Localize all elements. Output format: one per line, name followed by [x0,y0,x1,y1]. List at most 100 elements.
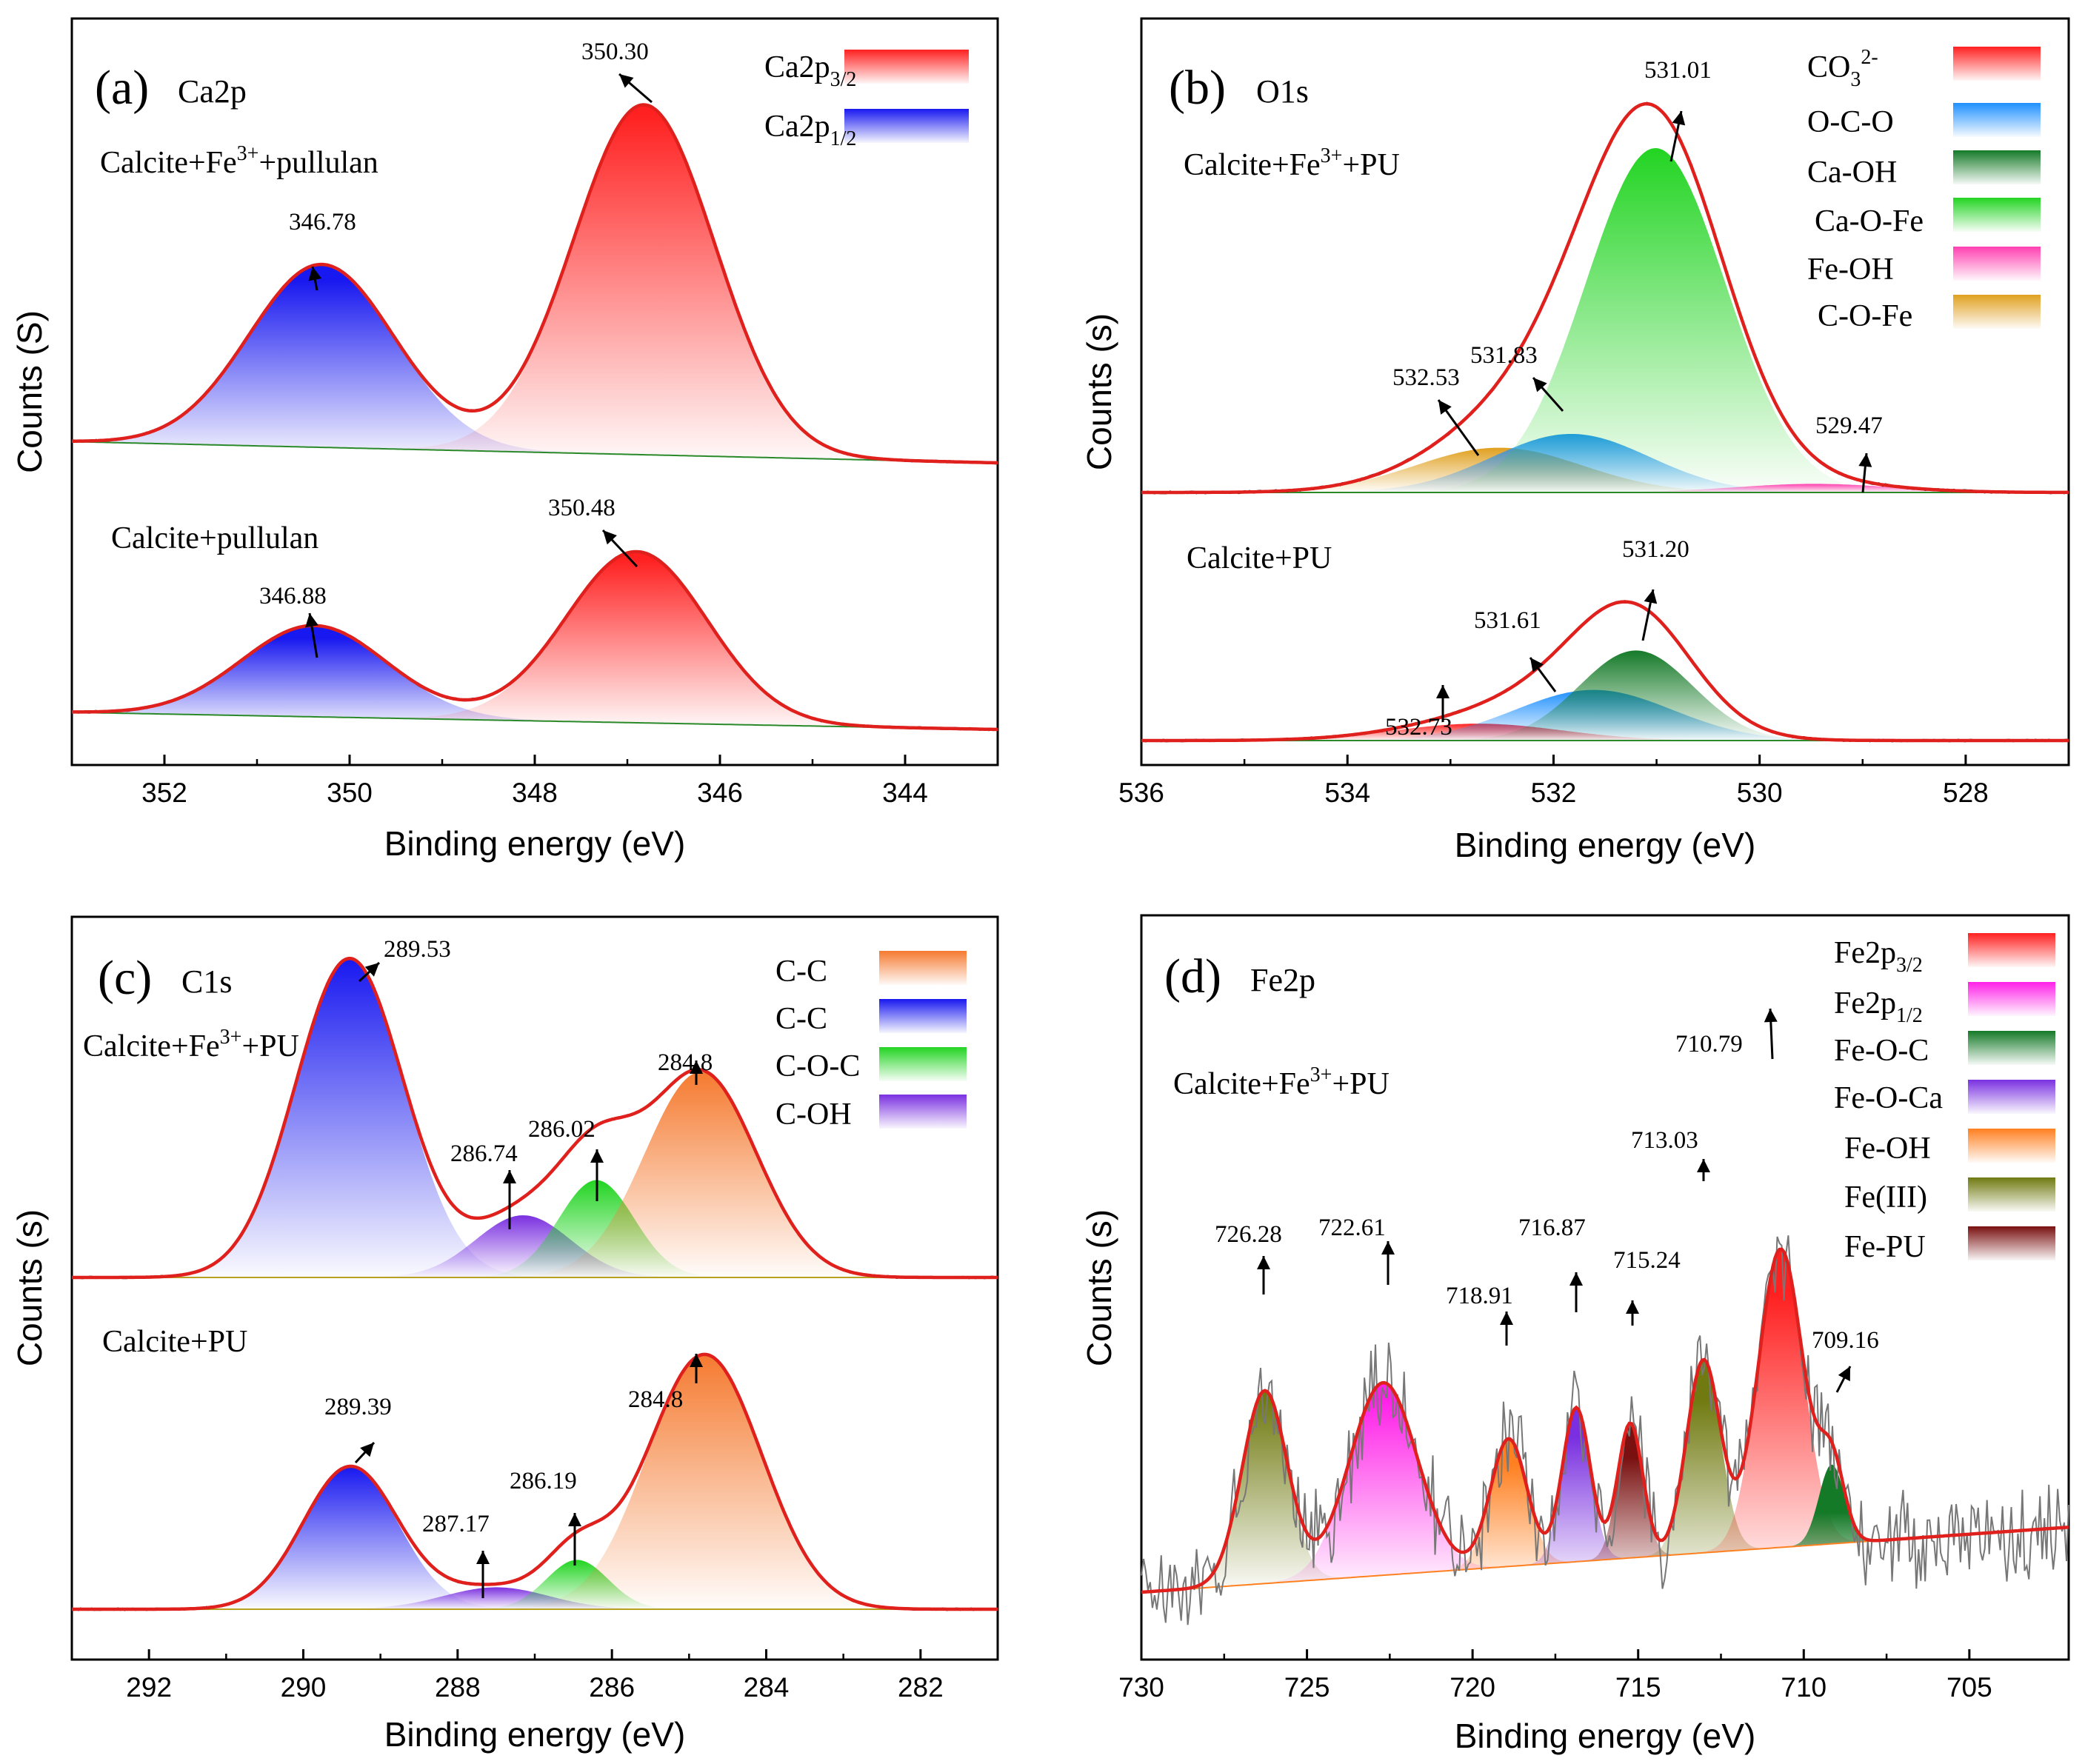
x-tick-label: 720 [1450,1672,1495,1703]
panel-b: 532.53 531.83 531.01 529.47 532.73 531.61 531.… [1080,17,2070,864]
panel-c-x-title: Binding energy (eV) [384,1715,686,1754]
x-tick-label: 290 [281,1672,327,1703]
legend-swatch-feoc [1968,1031,2055,1065]
legend-swatch-coh [879,1095,967,1129]
x-tick-label: 292 [126,1672,172,1703]
panel-a-sample-2-label: Calcite+pullulan [111,521,318,555]
fit-envelope-line [1141,101,2069,495]
x-tick-label: 715 [1615,1672,1661,1703]
peak-arrow-head [1626,1300,1639,1314]
panel-c-legend: C-C C-C C-O-C C-OH [775,951,967,1132]
spectrum: 532.53 531.83 531.01 529.47 [1141,57,2069,495]
peak-fe2p1-2 [1141,1383,2069,1592]
peak-fe-pu [1141,1423,2069,1592]
panel-d-letter: (d) [1164,949,1221,1003]
peak-co3-2- [1141,724,2069,741]
x-tick-label: 284 [744,1672,790,1703]
peak-arrow-head [364,963,379,977]
panel-a-element: Ca2p [178,73,247,110]
panel-c-sample-2-label: Calcite+PU [102,1325,247,1359]
peak-value-label: 710.79 [1675,1031,1743,1058]
peak-value-label: 289.39 [324,1394,392,1420]
peak-arrow-head [1697,1159,1710,1172]
panel-a-letter: (a) [95,61,149,115]
legend-label-caofe: Ca-O-Fe [1815,204,1924,238]
legend-label-caoh: Ca-OH [1807,156,1897,190]
legend-swatch-fepu [1968,1226,2055,1260]
panel-c-sample-1-label: Calcite+Fe3++PU [83,1026,299,1063]
peak-arrow-head [360,1443,374,1457]
legend-label-cc-orange: C-C [775,955,827,989]
peak-fe-iii- [1141,1391,2069,1592]
legend-label-fepu: Fe-PU [1844,1230,1926,1264]
spectrum: 289.53 286.74 286.02 284.8 [71,936,998,1280]
peak-value-label: 350.48 [548,495,616,521]
x-tick-label: 346 [697,778,743,808]
panel-d-x-title: Binding energy (eV) [1455,1717,1756,1755]
legend-label-feoh: Fe-OH [1807,253,1894,287]
peak-c-c-blue- [72,1466,998,1609]
peak-arrow-head [590,1149,604,1163]
legend-swatch-caoh [1953,150,2041,184]
legend-swatch-oco [1953,103,2041,137]
spectrum: 346.88 350.48 [71,495,998,732]
peak-arrow-head [305,613,318,628]
x-tick-label: 344 [882,778,928,808]
peak-value-label: 531.61 [1474,607,1541,634]
panel-b-sample-2-label: Calcite+PU [1187,541,1332,575]
legend-label-ca2p12: Ca2p1/2 [764,110,856,150]
peak-c-o-c [72,1560,998,1609]
peak-value-label: 531.83 [1470,342,1538,369]
x-tick-label: 352 [141,778,187,808]
peak-value-label: 716.87 [1518,1215,1586,1241]
peak-c-oh [72,1215,998,1277]
panel-c-element: C1s [181,963,232,1000]
peak-value-label: 531.01 [1644,57,1712,84]
peak-value-label: 713.03 [1631,1127,1698,1154]
peak-arrow-head [603,530,617,545]
peak-fe-o-c [1141,1464,2069,1592]
panel-d-legend: Fe2p3/2 Fe2p1/2 Fe-O-C Fe-O-Ca Fe-OH Fe(… [1834,933,2055,1264]
peak-arrow-head [476,1551,490,1564]
fit-envelope-line [72,956,998,1280]
fit-envelope-line [1141,1247,2069,1594]
spectrum: 726.28 722.61 718.91 716.87 715.24 713.03 710.… [1141,1008,2069,1626]
legend-swatch-cc-blue [879,999,967,1033]
peak-arrow-head [690,1060,703,1074]
peak-value-label: 709.16 [1812,1327,1879,1354]
x-tick-label: 532 [1531,778,1577,808]
peak-value-label: 532.73 [1385,714,1452,741]
legend-swatch-feoca [1968,1080,2055,1114]
panel-b-plot: 532.53 531.83 531.01 529.47 532.73 531.61 531.… [1141,57,2069,743]
legend-label-coc: C-O-C [775,1049,860,1083]
x-tick-label: 534 [1324,778,1370,808]
peak-ca2p3-2 [72,552,998,729]
peak-arrow-head [1257,1256,1270,1269]
peak-arrow-head [503,1170,516,1183]
legend-swatch-ca2p32 [844,50,969,84]
legend-label-fe2p12: Fe2p1/2 [1834,986,1923,1027]
panel-b-legend: CO32- O-C-O Ca-OH Ca-O-Fe Fe-OH C-O-Fe [1807,46,2041,333]
peak-arrow-head [568,1513,581,1526]
legend-swatch-cc-orange [879,951,967,985]
x-tick-label: 710 [1781,1672,1827,1703]
x-tick-label: 288 [435,1672,481,1703]
legend-label-feoh-d: Fe-OH [1844,1132,1931,1166]
legend-label-cc-blue: C-C [775,1002,827,1036]
legend-swatch-fe2p32 [1968,933,2055,967]
panel-d-plot: 726.28 722.61 718.91 716.87 715.24 713.03 710.… [1141,1008,2069,1626]
panel-b-letter: (b) [1169,61,1226,115]
panel-a-sample-1-label: Calcite+Fe3++pullulan [100,142,378,180]
panel-c: 289.53 286.74 286.02 284.8 289.39 287.17 286.1… [10,915,999,1754]
legend-label-feoc: Fe-O-C [1834,1034,1929,1068]
x-tick-label: 725 [1284,1672,1330,1703]
peak-c-o-fe [1141,447,2069,492]
peak-value-label: 350.30 [581,39,649,65]
peak-value-label: 289.53 [384,936,451,963]
x-tick-label: 348 [512,778,558,808]
peak-value-label: 346.78 [289,209,356,235]
peak-c-c-blue- [72,958,998,1277]
x-tick-label: 528 [1943,778,1989,808]
peak-fe-oh [1141,484,2069,492]
panel-d-x-ticks: 730 725 720 715 710 705 [1118,1649,1992,1703]
